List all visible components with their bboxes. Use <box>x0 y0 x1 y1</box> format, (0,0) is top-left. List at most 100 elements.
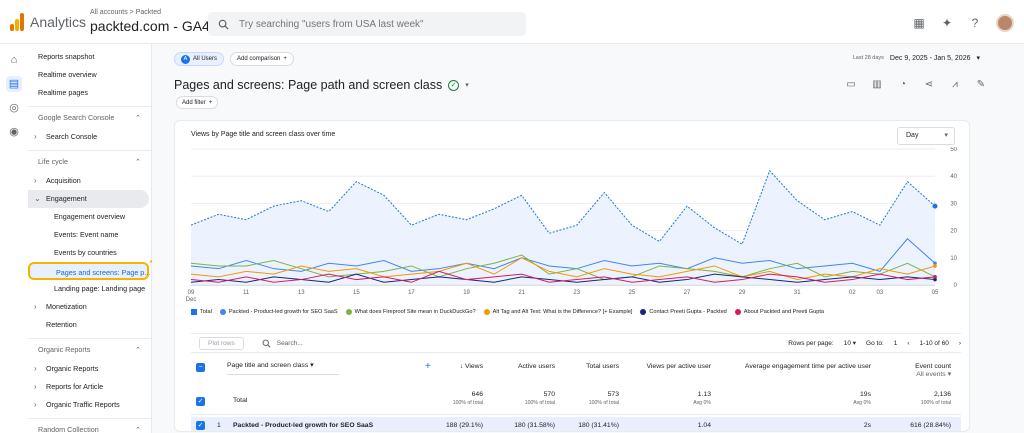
legend-item[interactable]: About Packted and Preeti Gupta <box>734 309 824 315</box>
x-tick-label: 25 <box>629 290 636 296</box>
row-event-count: 616 (28.84%) <box>910 422 951 429</box>
col-event-count[interactable]: Event count All events ▾ <box>915 363 951 378</box>
sidebar-item-events-by-countries[interactable]: Events by countries <box>54 248 117 257</box>
section-random-collection[interactable]: Random Collection ⌃ <box>28 418 151 433</box>
granularity-select[interactable]: Day <box>897 127 955 145</box>
chevron-down-icon[interactable]: ▾ <box>465 82 469 89</box>
sidebar-item-realtime-pages[interactable]: Realtime pages <box>38 88 88 97</box>
sidebar-item-pages-and-screens[interactable]: Pages and screens: Page p... <box>28 262 150 280</box>
section-organic-reports[interactable]: Organic Reports ⌃ <box>28 338 151 360</box>
check-circle-icon[interactable]: ✓ <box>448 79 460 91</box>
legend-item[interactable]: Packted - Product-led growth for SEO Saa… <box>219 309 338 315</box>
advertising-icon[interactable]: ◉ <box>9 126 19 138</box>
table-search[interactable]: Search... <box>262 339 303 348</box>
table-row[interactable]: ✓ 1 Packted - Product-led growth for SEO… <box>191 417 961 431</box>
sidebar-item-realtime-overview[interactable]: Realtime overview <box>38 70 97 79</box>
sidebar-item-organic-traffic-reports[interactable]: Organic Traffic Reports <box>28 396 151 414</box>
chip-label: Add comparison <box>237 56 281 62</box>
section-google-search-console[interactable]: Google Search Console ⌃ <box>28 106 151 128</box>
y-tick-label: 20 <box>950 229 957 235</box>
col-total-users[interactable]: Total users <box>586 363 619 370</box>
comparison-chip-all-users[interactable]: A All Users <box>174 52 225 66</box>
row-views-per-user: 1.04 <box>697 422 711 429</box>
search-input[interactable] <box>239 18 499 30</box>
legend-swatch-icon <box>483 309 490 315</box>
sidebar-item-engagement[interactable]: Engagement <box>28 190 149 208</box>
rows-per-page-value: 10 <box>843 340 851 347</box>
search-icon <box>262 339 271 348</box>
dimension-label: Page title and screen class <box>227 362 309 369</box>
reports-sidebar: Reports snapshot Realtime overview Realt… <box>28 44 152 433</box>
icon-rail: ⌂ ▤ ◎ ◉ <box>0 44 28 433</box>
sidebar-item-events-event-name[interactable]: Events: Event name <box>54 230 119 239</box>
dimension-select[interactable]: Page title and screen class ▾ <box>227 361 339 375</box>
prev-page-icon[interactable]: ‹ <box>907 339 910 347</box>
x-tick-label: 15 <box>353 290 360 296</box>
help-icon[interactable]: ? <box>971 16 979 30</box>
sidebar-item-monetization[interactable]: Monetization <box>28 298 151 316</box>
next-page-icon[interactable]: › <box>958 339 961 347</box>
event-filter[interactable]: All events ▾ <box>916 371 951 378</box>
sidebar-item-reports-snapshot[interactable]: Reports snapshot <box>38 52 95 61</box>
chevron-up-icon: ⌃ <box>134 113 141 122</box>
legend-item[interactable]: Contact Preeti Gupta - Packted <box>640 309 727 315</box>
x-tick-label: 03 <box>877 290 884 296</box>
property-name: packted.com - GA4 <box>90 18 210 34</box>
section-life-cycle[interactable]: Life cycle ⌃ <box>28 150 151 172</box>
goto-input[interactable]: 1 <box>893 339 898 347</box>
sidebar-item-landing-page[interactable]: Landing page: Landing page <box>54 284 146 293</box>
insights-icon[interactable]: ◔ <box>899 79 907 90</box>
col-active-users[interactable]: Active users <box>517 363 555 370</box>
rows-per-page-select[interactable]: 10 ▾ <box>843 340 857 347</box>
share-icon[interactable]: ⋖ <box>924 79 934 90</box>
add-dimension-icon[interactable]: + <box>425 361 431 372</box>
x-tick-label: 27 <box>684 290 691 296</box>
row-avg-engagement: 2s <box>863 422 871 429</box>
sidebar-item-reports-for-article[interactable]: Reports for Article <box>28 378 151 396</box>
apps-grid-icon[interactable]: ▦ <box>913 16 925 30</box>
note-icon[interactable]: ▭ <box>846 79 856 90</box>
sidebar-item-acquisition[interactable]: Acquisition <box>28 172 151 190</box>
date-range-picker[interactable]: Last 28 days Dec 9, 2025 - Jan 5, 2026 ▾ <box>852 54 980 63</box>
legend-item[interactable]: What does Fireproof Site mean in DuckDuc… <box>345 309 476 315</box>
avatar[interactable] <box>996 14 1014 32</box>
sidebar-item-organic-reports[interactable]: Organic Reports <box>28 360 151 378</box>
series-line <box>190 270 936 283</box>
section-label: Organic Reports <box>38 345 91 354</box>
col-avg-engagement[interactable]: Average engagement time per active user <box>744 363 871 370</box>
legend-item[interactable]: Alt Tag and Alt Text: What is the Differ… <box>483 309 632 315</box>
plot-rows-button[interactable]: Plot rows <box>199 336 244 350</box>
sidebar-item-retention[interactable]: Retention <box>46 320 77 329</box>
series-line <box>190 254 936 281</box>
search-box[interactable] <box>208 12 526 36</box>
edit-icon[interactable]: ✎ <box>976 79 986 90</box>
date-range-label: Last 28 days <box>852 55 884 61</box>
table-total-row: ✓ Total 646 100% of total 570 100% of tota… <box>191 387 961 415</box>
legend-item[interactable]: Total <box>191 309 212 315</box>
total-active-sub: 100% of total <box>524 400 555 406</box>
total-row-checkbox[interactable]: ✓ <box>196 397 205 406</box>
select-all-checkbox[interactable]: − <box>196 363 205 372</box>
compare-icon[interactable]: ▥ <box>872 79 882 90</box>
total-vpu-sub: Avg 0% <box>693 400 711 406</box>
row-checkbox[interactable]: ✓ <box>196 421 205 430</box>
trend-icon[interactable]: ⩘ <box>952 79 958 90</box>
add-filter-label: Add filter <box>182 99 206 106</box>
col-views[interactable]: ↓ Views <box>460 363 483 370</box>
property-switcher[interactable]: All accounts > Packted packted.com - GA4… <box>90 9 218 34</box>
sidebar-item-engagement-overview[interactable]: Engagement overview <box>54 212 126 221</box>
explore-icon[interactable]: ◎ <box>9 102 19 114</box>
x-tick-sublabel: Dec <box>186 297 197 303</box>
row-title[interactable]: Packted - Product-led growth for SEO Saa… <box>233 422 374 429</box>
home-icon[interactable]: ⌂ <box>10 54 18 66</box>
col-views-per-user[interactable]: Views per active user <box>646 363 711 370</box>
plus-icon: + <box>283 56 287 62</box>
total-events-sub: 100% of total <box>920 400 951 406</box>
reports-icon[interactable]: ▤ <box>6 76 22 92</box>
sparkle-icon[interactable]: ✦ <box>941 16 953 30</box>
sidebar-item-search-console[interactable]: Search Console <box>28 128 151 146</box>
add-filter-button[interactable]: Add filter + <box>176 96 219 109</box>
add-comparison-button[interactable]: Add comparison + <box>230 52 294 66</box>
series-line-total <box>190 169 936 245</box>
legend-label: What does Fireproof Site mean in DuckDuc… <box>354 309 476 315</box>
